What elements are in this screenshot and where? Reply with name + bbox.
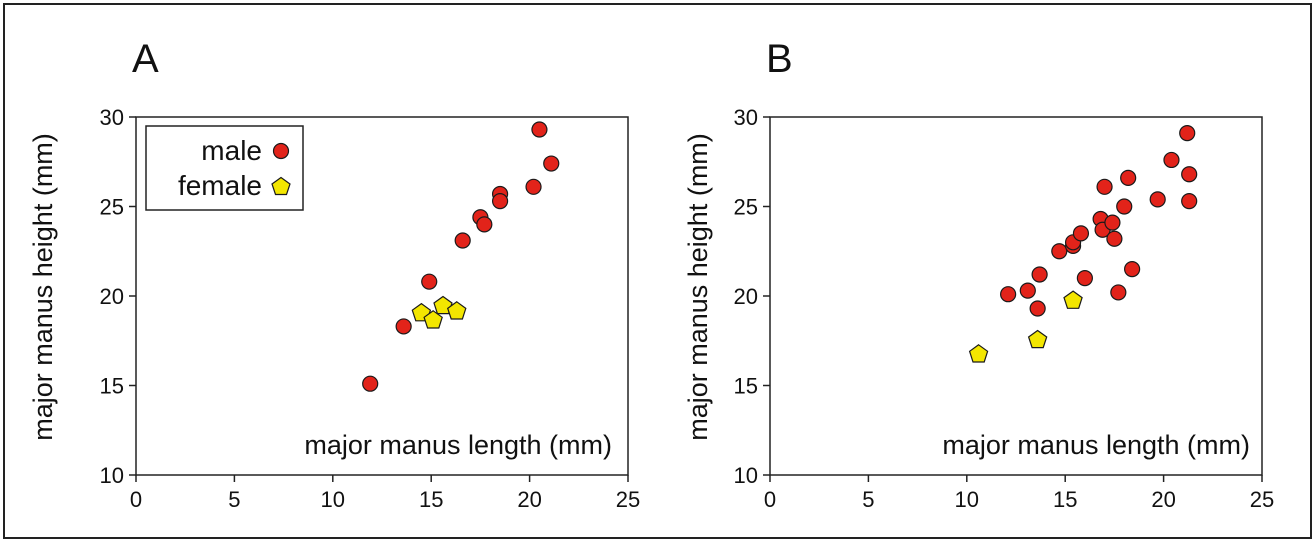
panel-b-ticks: 0 5 10 15 20 25 10 15 20 25 30 [734, 105, 1275, 512]
y-tick-label: 30 [734, 105, 758, 130]
point-male [1029, 300, 1046, 317]
point-female [446, 301, 467, 320]
point-male [421, 273, 438, 290]
y-tick-label: 15 [734, 374, 758, 399]
point-male [1116, 198, 1133, 215]
legend-box [145, 125, 304, 211]
point-male [1104, 214, 1121, 231]
legend-male-marker [272, 142, 290, 160]
legend-female-marker [271, 176, 291, 196]
panel-b-data-points [968, 125, 1198, 363]
panel-a-data-points [362, 121, 560, 392]
point-male [1110, 284, 1127, 301]
y-tick-label: 25 [100, 195, 124, 220]
point-female [1063, 290, 1083, 309]
point-male [1076, 270, 1093, 287]
legend-male-label: male [201, 135, 262, 166]
panel-a-label: A [132, 37, 159, 81]
point-male [395, 318, 412, 335]
y-tick-label: 10 [100, 463, 124, 488]
panel-b-x-axis-title: major manus length (mm) [942, 430, 1250, 460]
x-tick-label: 20 [1151, 487, 1175, 512]
x-tick-label: 10 [955, 487, 979, 512]
point-male [1096, 178, 1113, 195]
legend-female-label: female [178, 170, 262, 201]
panel-a-legend: male female [145, 125, 304, 211]
x-tick-label: 10 [321, 487, 345, 512]
point-male [1163, 151, 1180, 169]
point-female [1027, 329, 1048, 349]
panel-a-x-axis-title: major manus length (mm) [304, 430, 612, 460]
panel-a: A major manus height (mm) major manus le… [28, 37, 640, 512]
point-male [525, 178, 542, 195]
x-tick-label: 5 [862, 487, 874, 512]
x-tick-label: 25 [1250, 487, 1274, 512]
panel-a-ticks: 0 5 10 15 20 25 10 15 20 25 30 [100, 105, 641, 512]
point-male [1072, 225, 1090, 242]
x-tick-label: 0 [764, 487, 776, 512]
point-female [968, 344, 989, 363]
point-male [1106, 230, 1123, 247]
point-male [454, 232, 471, 249]
point-male [531, 121, 548, 138]
panel-a-y-axis-title: major manus height (mm) [28, 133, 58, 441]
point-male [1124, 261, 1141, 278]
point-female [423, 310, 443, 329]
point-male [1181, 166, 1198, 183]
figure-border [3, 3, 1312, 539]
point-male [476, 216, 493, 233]
x-tick-label: 20 [517, 487, 541, 512]
point-male [1181, 193, 1198, 210]
x-tick-label: 25 [616, 487, 640, 512]
y-tick-label: 20 [734, 284, 758, 309]
point-male [1031, 266, 1048, 283]
panel-b-y-axis-title: major manus height (mm) [683, 133, 713, 441]
point-male [1179, 125, 1196, 142]
x-tick-label: 15 [419, 487, 443, 512]
point-male [362, 375, 379, 392]
point-male [1000, 286, 1017, 303]
y-tick-label: 10 [734, 463, 758, 488]
point-male [491, 193, 509, 210]
point-male [1019, 282, 1036, 299]
point-male [543, 155, 560, 172]
y-tick-label: 25 [734, 195, 758, 220]
y-tick-label: 30 [100, 105, 124, 130]
panel-b-label: B [766, 37, 793, 81]
point-male [1120, 169, 1137, 186]
y-tick-label: 20 [100, 284, 124, 309]
y-tick-label: 15 [100, 374, 124, 399]
panel-b: B major manus height (mm) major manus le… [683, 37, 1274, 512]
x-tick-label: 15 [1053, 487, 1077, 512]
point-male [1149, 191, 1166, 208]
x-tick-label: 0 [130, 487, 142, 512]
point-male [1051, 243, 1068, 260]
x-tick-label: 5 [228, 487, 240, 512]
